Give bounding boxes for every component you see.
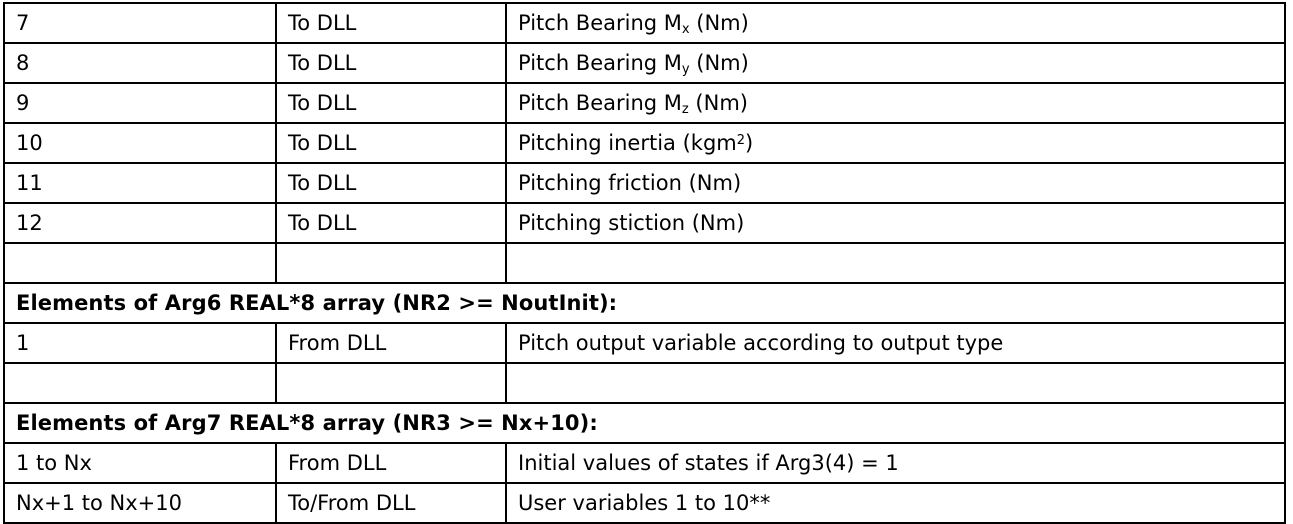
table-row: 7 To DLL Pitch Bearing Mx (Nm) <box>3 2 1286 44</box>
description-text: Pitching inertia (kgm <box>518 131 737 155</box>
description-cell: Pitch Bearing Mx (Nm) <box>505 2 1286 44</box>
direction-cell: To DLL <box>275 202 507 244</box>
description-text: User variables 1 to 10** <box>518 491 771 515</box>
description-text: Initial values of states if Arg3(4) = 1 <box>518 451 899 475</box>
description-cell <box>505 242 1286 284</box>
direction-cell: To DLL <box>275 162 507 204</box>
table-row: 1 to Nx From DLL Initial values of states … <box>3 442 1286 484</box>
description-superscript: 2 <box>736 133 746 149</box>
table-row: Elements of Arg7 REAL*8 array (NR3 >= Nx… <box>3 402 1286 444</box>
description-cell: Initial values of states if Arg3(4) = 1 <box>505 442 1286 484</box>
index-cell: 1 <box>3 322 277 364</box>
description-cell <box>505 362 1286 404</box>
description-text: Pitch Bearing M <box>518 51 682 75</box>
dll-interface-spec-table: 7 To DLL Pitch Bearing Mx (Nm) 8 To DLL Pitch… <box>3 2 1286 524</box>
description-cell: User variables 1 to 10** <box>505 482 1286 524</box>
direction-cell: To DLL <box>275 82 507 124</box>
index-cell <box>3 242 277 284</box>
description-cell: Pitching friction (Nm) <box>505 162 1286 204</box>
direction-cell: From DLL <box>275 442 507 484</box>
index-cell: 8 <box>3 42 277 84</box>
description-text-tail: ) <box>745 131 754 155</box>
description-text-tail: (Nm) <box>688 91 748 115</box>
section-header-cell: Elements of Arg6 REAL*8 array (NR2 >= No… <box>3 282 1286 324</box>
index-cell: 7 <box>3 2 277 44</box>
index-cell: 11 <box>3 162 277 204</box>
direction-cell: To/From DLL <box>275 482 507 524</box>
direction-cell: To DLL <box>275 122 507 164</box>
table-row: Elements of Arg6 REAL*8 array (NR2 >= No… <box>3 282 1286 324</box>
index-cell: 10 <box>3 122 277 164</box>
description-text-tail: (Nm) <box>689 11 749 35</box>
description-cell: Pitch output variable according to outpu… <box>505 322 1286 364</box>
table-row: 1 From DLL Pitch output variable according… <box>3 322 1286 364</box>
table-row: 11 To DLL Pitching friction (Nm) <box>3 162 1286 204</box>
table-row: 8 To DLL Pitch Bearing My (Nm) <box>3 42 1286 84</box>
table-row <box>3 242 1286 284</box>
table-body: 7 To DLL Pitch Bearing Mx (Nm) 8 To DLL Pitch… <box>3 2 1286 524</box>
table-row: 10 To DLL Pitching inertia (kgm2) <box>3 122 1286 164</box>
table-row: Nx+1 to Nx+10 To/From DLL User variables 1… <box>3 482 1286 524</box>
index-cell: 12 <box>3 202 277 244</box>
description-text: Pitching friction (Nm) <box>518 171 742 195</box>
direction-cell <box>275 242 507 284</box>
section-header-cell: Elements of Arg7 REAL*8 array (NR3 >= Nx… <box>3 402 1286 444</box>
index-cell: 1 to Nx <box>3 442 277 484</box>
description-subscript: x <box>681 21 690 37</box>
direction-cell: To DLL <box>275 2 507 44</box>
description-text: Pitch output variable according to outpu… <box>518 331 1004 355</box>
description-text-tail: (Nm) <box>689 51 749 75</box>
direction-cell: To DLL <box>275 42 507 84</box>
description-subscript: z <box>681 101 689 117</box>
description-text: Pitch Bearing M <box>518 91 682 115</box>
description-cell: Pitching inertia (kgm2) <box>505 122 1286 164</box>
description-cell: Pitch Bearing Mz (Nm) <box>505 82 1286 124</box>
description-cell: Pitching stiction (Nm) <box>505 202 1286 244</box>
description-text: Pitch Bearing M <box>518 11 682 35</box>
table-row: 9 To DLL Pitch Bearing Mz (Nm) <box>3 82 1286 124</box>
description-subscript: y <box>681 61 690 77</box>
description-cell: Pitch Bearing My (Nm) <box>505 42 1286 84</box>
index-cell: 9 <box>3 82 277 124</box>
description-text: Pitching stiction (Nm) <box>518 211 745 235</box>
direction-cell <box>275 362 507 404</box>
table-row <box>3 362 1286 404</box>
index-cell: Nx+1 to Nx+10 <box>3 482 277 524</box>
index-cell <box>3 362 277 404</box>
table-row: 12 To DLL Pitching stiction (Nm) <box>3 202 1286 244</box>
direction-cell: From DLL <box>275 322 507 364</box>
